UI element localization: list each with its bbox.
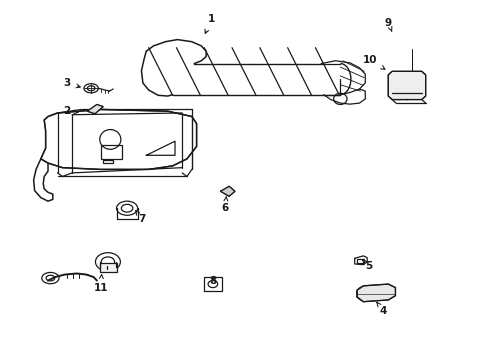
Polygon shape: [356, 284, 395, 302]
Text: 7: 7: [136, 211, 145, 224]
Text: 8: 8: [209, 275, 217, 285]
Polygon shape: [87, 104, 103, 114]
Text: 2: 2: [63, 106, 78, 116]
Text: 6: 6: [221, 196, 228, 213]
Text: 10: 10: [362, 55, 384, 69]
Text: 4: 4: [376, 302, 386, 315]
Bar: [101, 145, 122, 159]
Ellipse shape: [116, 201, 137, 215]
Text: 1: 1: [204, 14, 214, 33]
Text: 9: 9: [384, 18, 391, 31]
Polygon shape: [220, 186, 234, 196]
Text: 11: 11: [93, 275, 108, 293]
Ellipse shape: [400, 91, 413, 100]
Polygon shape: [387, 71, 425, 100]
Bar: [100, 263, 116, 272]
Polygon shape: [41, 109, 196, 170]
Bar: [203, 277, 222, 291]
Bar: [356, 259, 364, 263]
Bar: [103, 160, 112, 163]
Ellipse shape: [400, 86, 413, 94]
Ellipse shape: [95, 253, 120, 271]
Text: 5: 5: [362, 260, 372, 271]
Text: 3: 3: [63, 78, 80, 88]
